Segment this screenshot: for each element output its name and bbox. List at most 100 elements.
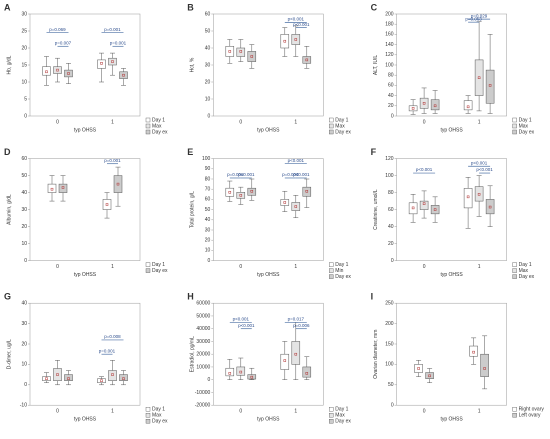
box [225, 187, 235, 197]
y-tick-label: 20 [205, 79, 211, 85]
center-marker [56, 68, 59, 72]
box [408, 202, 418, 215]
box [64, 69, 73, 78]
legend-label: Max [152, 123, 162, 129]
x-tick-label: 1 [294, 119, 297, 125]
y-tick-label: 0 [391, 113, 394, 119]
legend-label: Day ex [152, 419, 168, 425]
center-marker [305, 58, 309, 62]
legend-label: Day ex [519, 274, 535, 280]
center-marker [250, 55, 254, 58]
p-value: p=0.001 [110, 40, 127, 45]
p-value: p=0.001 [104, 27, 121, 32]
panel-label: C [371, 2, 378, 12]
y-tick-label: 80 [388, 190, 394, 196]
y-tick-label: 50 [21, 173, 27, 179]
x-axis-label: typ OHSS [440, 417, 463, 423]
x-tick-label: 1 [294, 409, 297, 415]
p-value: p<0.001 [288, 17, 305, 22]
y-tick-label: 120 [385, 156, 394, 162]
legend-swatch [329, 262, 334, 267]
panel-label: I [371, 292, 374, 302]
legend-label: Day 1 [335, 407, 348, 413]
box [430, 205, 440, 215]
center-marker [488, 205, 492, 209]
y-tick-label: 40000 [196, 326, 210, 332]
y-tick-label: 30 [21, 11, 27, 17]
center-marker [433, 208, 437, 211]
box [53, 66, 62, 74]
panel-label: H [187, 292, 194, 302]
y-tick-label: 10 [21, 241, 27, 247]
legend-label: Left ovary [519, 413, 541, 419]
legend-swatch [329, 123, 334, 129]
y-tick-label: 50 [388, 382, 394, 388]
center-marker [61, 186, 65, 189]
x-axis-label: typ OHSS [440, 272, 463, 278]
x-tick-label: 0 [239, 264, 242, 270]
box [247, 51, 257, 62]
legend-swatch [145, 268, 151, 273]
legend-label: Day ex [335, 129, 351, 135]
y-tick-label: 60 [388, 83, 394, 89]
x-tick-label: 0 [423, 119, 426, 125]
p-value: p<0.001 [471, 160, 488, 165]
center-marker [228, 50, 232, 53]
x-tick-label: 1 [478, 119, 481, 125]
y-tick-label: 100 [385, 362, 394, 368]
center-marker [239, 194, 243, 197]
center-marker [283, 201, 287, 204]
box [425, 372, 434, 379]
y-tick-label: 60 [388, 207, 394, 213]
legend-label: Max [152, 413, 162, 419]
y-tick-label: 30 [205, 227, 211, 233]
center-marker [250, 189, 254, 193]
y-axis-label: Hct, % [190, 57, 196, 72]
center-marker [50, 187, 54, 191]
y-tick-label: 25 [21, 28, 27, 34]
center-marker [111, 373, 114, 376]
legend-label: Day 1 [152, 407, 165, 413]
y-tick-label: 120 [385, 52, 394, 58]
x-tick-label: 0 [239, 119, 242, 125]
box [474, 59, 484, 96]
y-tick-label: 250 [385, 301, 394, 307]
y-tick-label: 0 [208, 258, 211, 264]
center-marker [283, 359, 287, 362]
center-marker [294, 205, 298, 208]
x-tick-label: 0 [423, 264, 426, 270]
y-tick-label: 20 [388, 241, 394, 247]
y-tick-label: 10000 [196, 364, 210, 370]
y-tick-label: 100 [385, 173, 394, 179]
p-value: p<0.001 [293, 172, 310, 177]
legend-swatch [145, 419, 151, 424]
box [408, 105, 418, 112]
y-tick-label: 80 [388, 73, 394, 79]
legend-swatch [145, 413, 151, 418]
panel-label: G [4, 292, 11, 302]
p-value: p=0.029 [471, 13, 488, 18]
x-axis-label: typ OHSS [74, 127, 97, 133]
center-marker [305, 372, 309, 375]
p-value: p=0.003 [282, 172, 299, 177]
y-axis-label: Total protein, g/L [190, 191, 196, 228]
y-tick-label: 100 [202, 156, 211, 162]
center-marker [305, 189, 309, 193]
center-marker [433, 104, 437, 108]
center-marker [283, 39, 287, 43]
y-tick-label: 50 [205, 28, 211, 34]
legend-label: Max [335, 123, 345, 129]
legend-swatch [329, 129, 334, 135]
y-axis-label: Albumin, g/dL [6, 194, 12, 225]
center-marker [45, 70, 48, 74]
p-value: p=0.001 [104, 158, 121, 163]
center-marker [411, 206, 415, 210]
legend-label: Day 1 [152, 262, 165, 268]
p-value: p=0.001 [99, 348, 116, 353]
center-marker [116, 182, 120, 186]
box [247, 187, 257, 196]
box [280, 34, 290, 49]
box [236, 192, 246, 199]
center-marker [67, 377, 70, 380]
x-axis-label: typ OHSS [257, 272, 280, 278]
